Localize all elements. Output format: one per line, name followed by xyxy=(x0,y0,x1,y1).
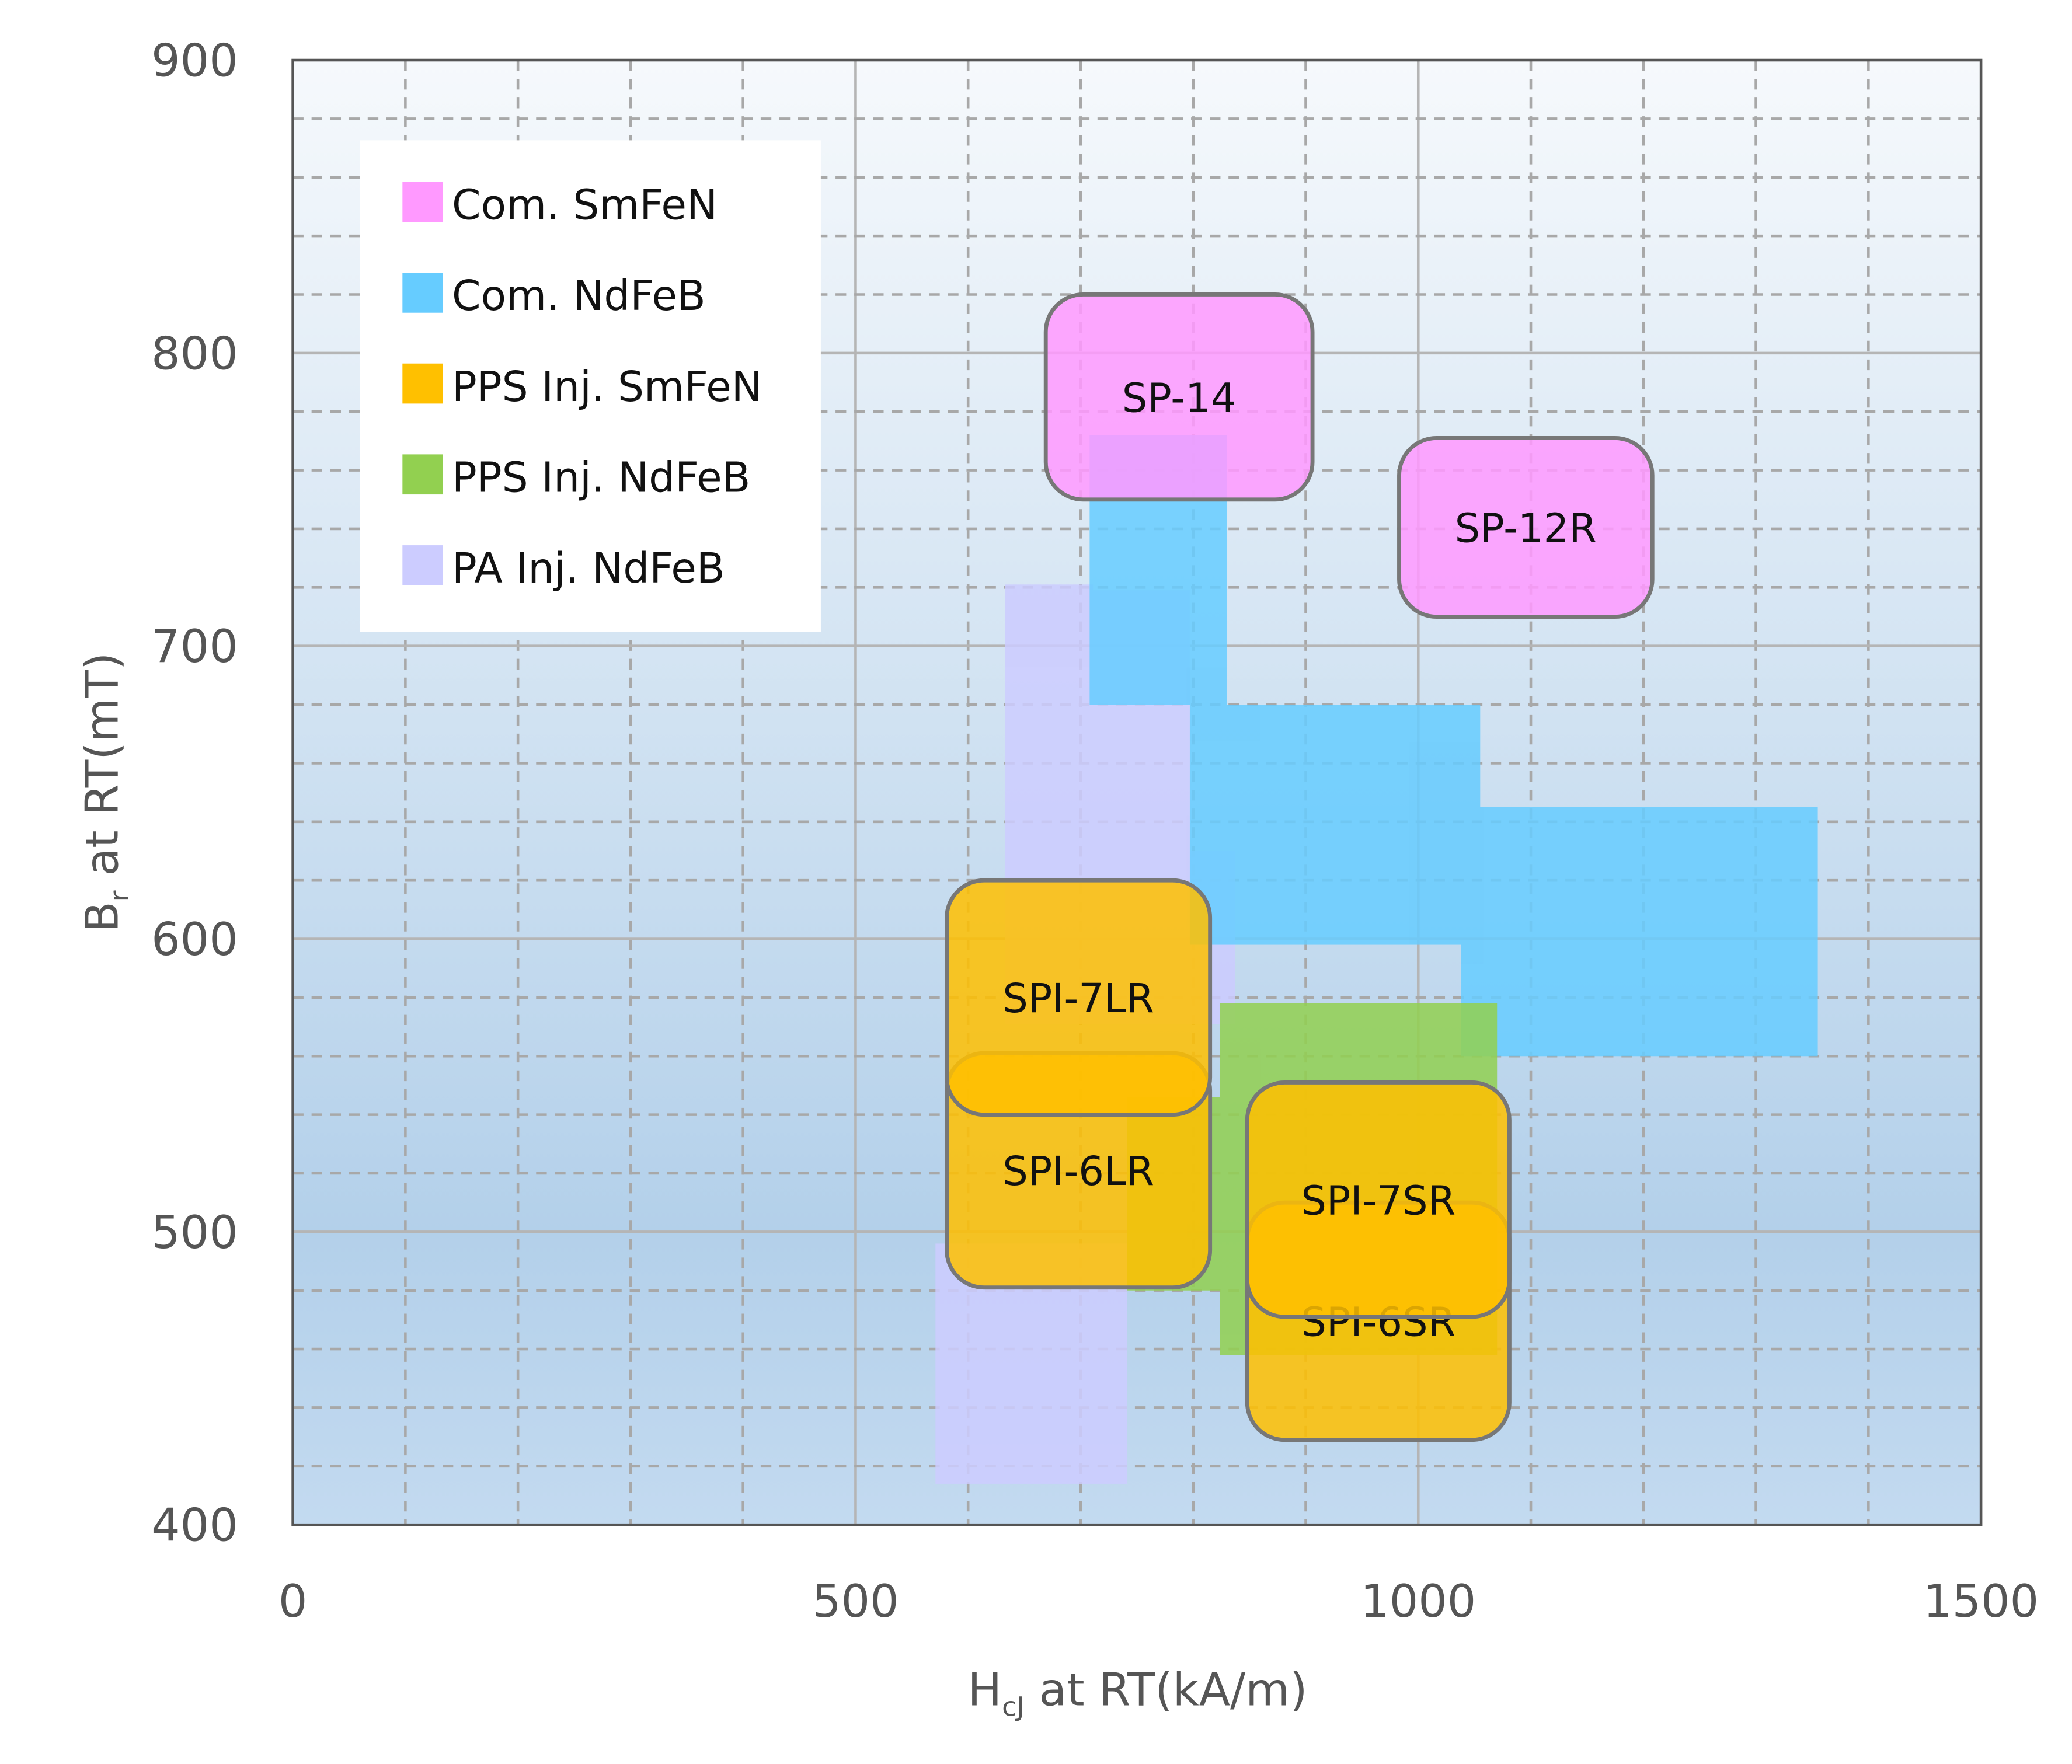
plot-frame xyxy=(291,58,1983,1526)
x-tick-label: 500 xyxy=(812,1575,899,1628)
grade-sp-12r: SP-12R xyxy=(1397,435,1655,619)
grade-box xyxy=(1397,435,1655,619)
legend-swatch xyxy=(402,182,443,222)
y-tick-labels: 400 500 600 700 800 900 xyxy=(151,34,238,1552)
legend-label: PPS Inj. NdFeB xyxy=(452,453,750,501)
legend-swatch xyxy=(402,545,443,585)
x-tick-label: 1000 xyxy=(1360,1575,1476,1628)
region-rect xyxy=(1461,807,1818,1057)
x-tick-label: 1500 xyxy=(1923,1575,2039,1628)
legend-label: PA Inj. NdFeB xyxy=(452,544,725,592)
y-tick-label: 900 xyxy=(151,34,238,87)
legend-swatch xyxy=(402,454,443,495)
y-tick-label: 800 xyxy=(151,327,238,380)
y-axis-label: Br at RT(mT) xyxy=(76,653,135,933)
y-tick-label: 600 xyxy=(151,914,238,966)
x-axis-label: HcJ at RT(kA/m) xyxy=(968,1664,1308,1722)
grade-label: SPI-7LR xyxy=(1002,975,1154,1022)
grade-label: SPI-6LR xyxy=(1002,1148,1154,1195)
grade-box xyxy=(1245,1080,1512,1319)
legend-label: Com. SmFeN xyxy=(452,180,718,229)
legend-label: PPS Inj. SmFeN xyxy=(452,362,762,411)
grade-box xyxy=(1043,292,1315,502)
region-com-ndfeb xyxy=(1089,435,1818,1057)
x-tick-labels: 0 500 1000 1500 xyxy=(278,1575,2039,1628)
grade-sp-14: SP-14 xyxy=(1043,292,1315,502)
grade-box xyxy=(945,878,1213,1117)
x-tick-label: 0 xyxy=(278,1575,308,1628)
grade-label: SPI-7SR xyxy=(1301,1177,1455,1224)
y-tick-label: 400 xyxy=(151,1500,238,1552)
legend: Com. SmFeN Com. NdFeB PPS Inj. SmFeN PPS In… xyxy=(360,140,821,632)
grade-label: SP-12R xyxy=(1455,506,1597,552)
grade-spi-7sr: SPI-7SR xyxy=(1245,1080,1512,1319)
y-tick-label: 700 xyxy=(151,620,238,673)
grade-spi-7lr: SPI-7LR xyxy=(945,878,1213,1117)
legend-swatch xyxy=(402,363,443,404)
legend-swatch xyxy=(402,273,443,313)
grade-label: SP-14 xyxy=(1122,375,1237,421)
legend-label: Com. NdFeB xyxy=(452,271,706,320)
region-rect xyxy=(1189,705,1481,945)
y-tick-label: 500 xyxy=(151,1207,238,1259)
